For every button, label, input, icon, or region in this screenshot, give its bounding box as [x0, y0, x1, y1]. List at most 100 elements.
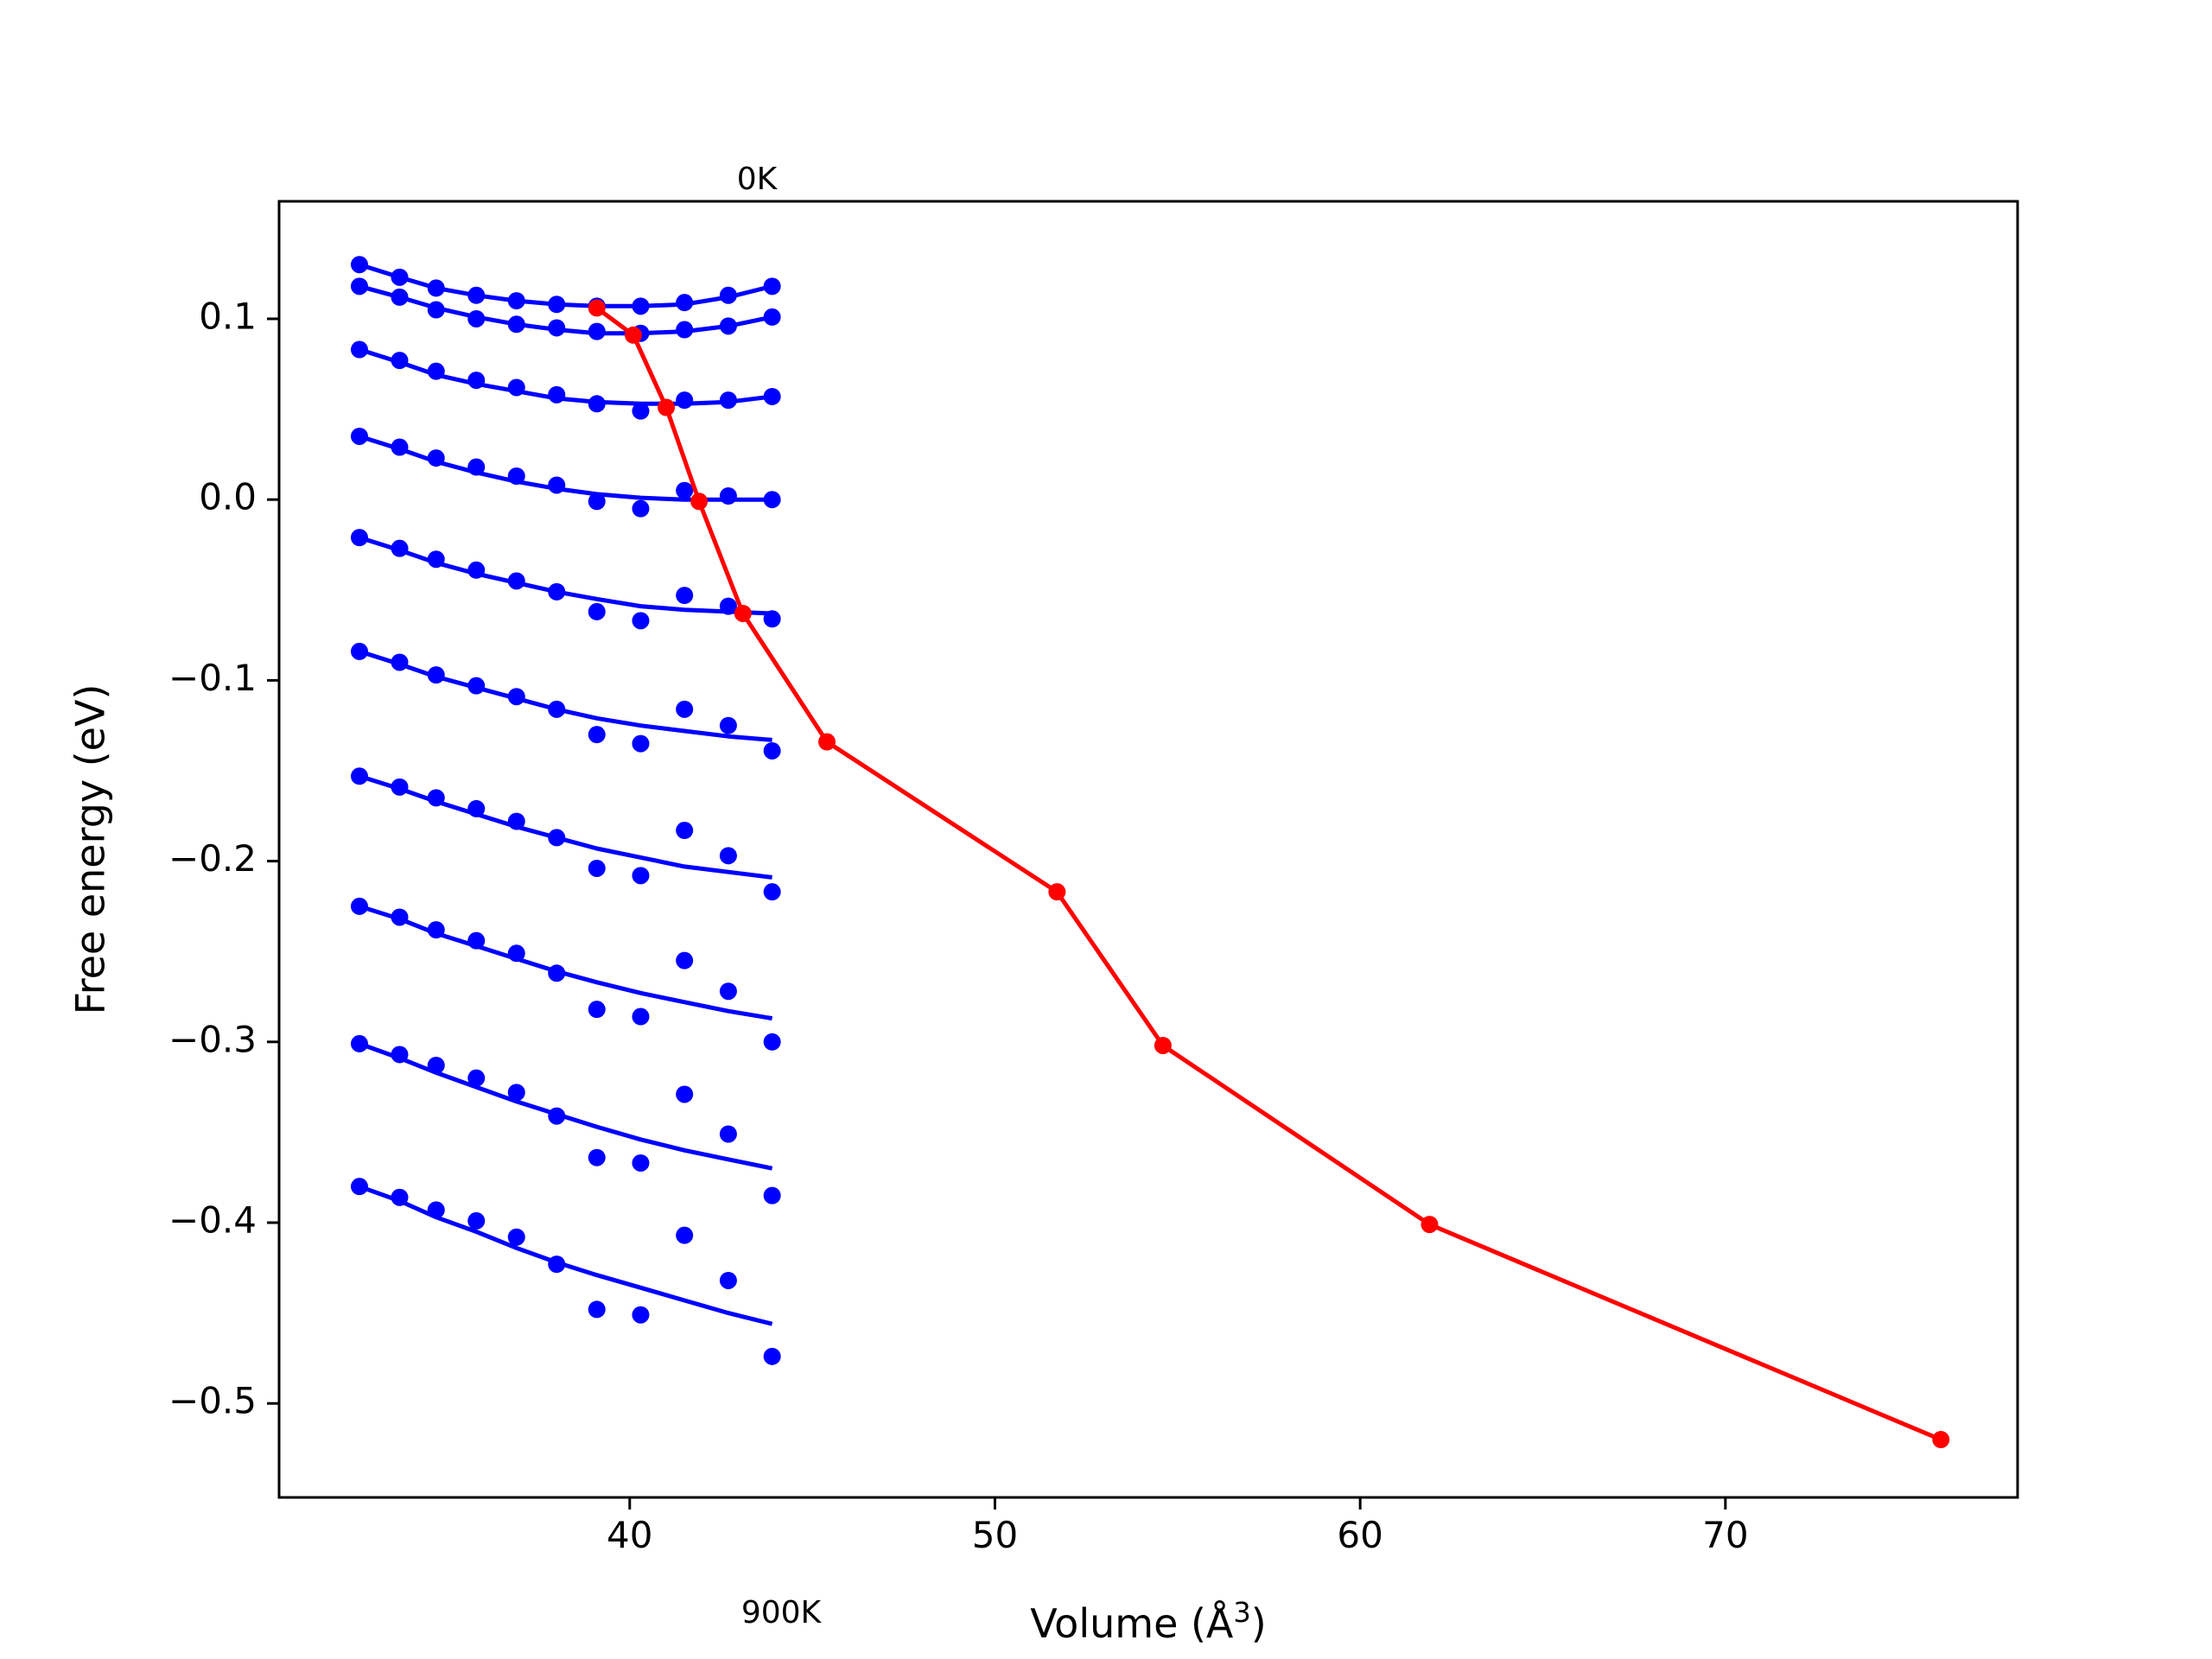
isotherm-point — [507, 292, 525, 310]
isotherm-point — [763, 741, 781, 760]
isotherm-point — [632, 734, 650, 753]
isotherm-point — [350, 277, 368, 296]
isotherm-point — [719, 982, 737, 1001]
y-axis: 0.1 0.0 −0.1 −0.2 −0.3 −0.4 −0.5 — [168, 295, 279, 1422]
isotherm-point — [763, 277, 781, 296]
isotherm-point — [507, 1084, 525, 1102]
isotherm-point — [507, 812, 525, 830]
isotherm-point — [676, 951, 694, 969]
isotherm-point — [391, 268, 409, 286]
isotherm-point — [763, 610, 781, 628]
x-tick-label: 70 — [1702, 1514, 1748, 1556]
isotherm-series-8 — [350, 1034, 781, 1205]
isotherm-point — [467, 458, 486, 476]
isotherm-point — [467, 931, 486, 950]
isotherm-point — [391, 352, 409, 370]
isotherm-point — [350, 340, 368, 359]
isotherm-point — [427, 449, 445, 467]
isotherm-point — [763, 387, 781, 405]
isotherm-point — [548, 582, 566, 601]
y-tick-label: −0.1 — [168, 657, 257, 699]
isotherm-series-4 — [350, 529, 781, 630]
isotherm-point — [676, 321, 694, 339]
isotherm-series-5 — [350, 642, 781, 760]
isotherm-point — [427, 1057, 445, 1074]
isotherm-point — [548, 296, 566, 314]
isotherm-point — [350, 256, 368, 274]
isotherm-point — [391, 438, 409, 456]
isotherm-point — [391, 1046, 409, 1064]
isotherm-point — [763, 491, 781, 509]
isotherm-point — [350, 529, 368, 547]
isotherm-point — [763, 1033, 781, 1051]
isotherm-point — [588, 1148, 606, 1166]
x-axis: 40 50 60 70 — [607, 1497, 1749, 1556]
isotherm-point — [676, 1226, 694, 1244]
isotherm-point — [427, 1201, 445, 1219]
isotherm-point — [676, 587, 694, 605]
isotherm-point — [719, 391, 737, 410]
isotherm-point — [350, 1034, 368, 1052]
y-tick-label: −0.4 — [168, 1199, 257, 1242]
isotherm-point — [588, 322, 606, 340]
isotherm-point — [632, 297, 650, 315]
minimum-path-point — [625, 326, 643, 344]
x-axis-label-close: ) — [1251, 1600, 1267, 1647]
isotherm-series-9 — [350, 1178, 781, 1365]
isotherm-point — [427, 789, 445, 807]
isotherm-point — [719, 317, 737, 335]
isotherm-series-6 — [350, 767, 781, 901]
minimum-path-point — [690, 493, 709, 511]
y-tick-label: −0.2 — [168, 837, 257, 880]
isotherm-point — [391, 288, 409, 306]
isotherm-point — [632, 1007, 650, 1026]
isotherm-point — [719, 487, 737, 505]
isotherm-point — [763, 1347, 781, 1365]
isotherm-point — [507, 572, 525, 590]
isotherm-series-2 — [350, 340, 781, 420]
isotherm-point — [588, 726, 606, 744]
isotherm-point — [391, 1188, 409, 1206]
isotherm-series-1 — [350, 277, 781, 342]
x-tick-label: 60 — [1337, 1514, 1382, 1556]
isotherm-point — [719, 716, 737, 734]
isotherm-point — [350, 1178, 368, 1196]
isotherm-point — [632, 499, 650, 518]
isotherm-point — [507, 315, 525, 334]
isotherm-point — [507, 1228, 525, 1246]
isotherm-point — [632, 612, 650, 630]
x-tick-label: 50 — [972, 1514, 1018, 1556]
isotherm-point — [350, 427, 368, 445]
isotherm-point — [588, 1001, 606, 1019]
isotherm-point — [719, 1271, 737, 1289]
isotherm-point — [588, 859, 606, 877]
isotherm-point — [507, 944, 525, 963]
minimum-path-line — [595, 306, 1942, 1442]
plot-frame — [277, 200, 2019, 1499]
x-axis-label-main: Volume (Å — [1030, 1600, 1234, 1647]
isotherm-point — [548, 319, 566, 337]
isotherm-point — [467, 286, 486, 304]
isotherm-point — [391, 908, 409, 926]
plot-area — [350, 256, 1950, 1449]
isotherm-point — [427, 666, 445, 684]
isotherm-point — [763, 883, 781, 901]
isotherm-point — [350, 897, 368, 915]
minimum-path-point — [818, 733, 836, 751]
isotherm-point — [676, 391, 694, 410]
isotherm-point — [467, 309, 486, 327]
isotherm-point — [763, 1186, 781, 1205]
isotherm-point — [391, 539, 409, 557]
x-tick-label: 40 — [607, 1514, 652, 1556]
isotherm-point — [467, 1211, 486, 1230]
isotherm-point — [763, 308, 781, 326]
isotherm-point — [632, 1306, 650, 1324]
isotherm-point — [719, 597, 737, 615]
isotherm-point — [548, 385, 566, 404]
isotherm-point — [632, 1154, 650, 1172]
y-tick-label: −0.5 — [168, 1380, 257, 1422]
annotation-0k: 0K — [737, 162, 779, 197]
isotherm-point — [548, 1255, 566, 1274]
